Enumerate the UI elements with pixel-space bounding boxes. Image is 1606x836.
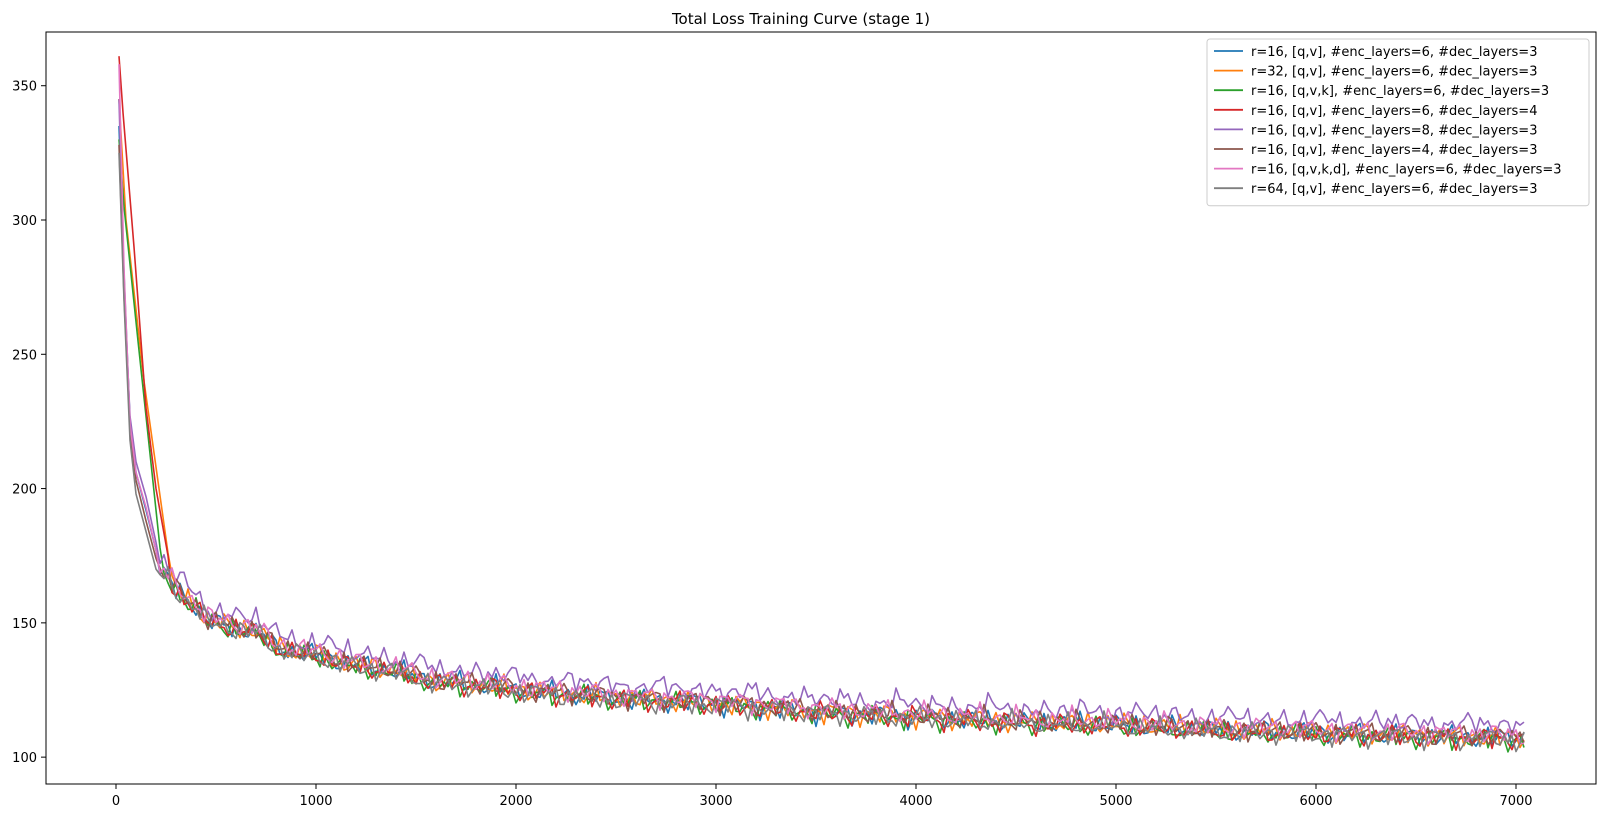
x-tick-label: 7000 [1499,794,1532,809]
legend: r=16, [q,v], #enc_layers=6, #dec_layers=… [1206,38,1590,207]
y-tick-label: 150 [12,617,37,632]
legend-entry: r=64, [q,v], #enc_layers=6, #dec_layers=… [1251,182,1537,197]
series-line [118,152,1525,753]
x-tick-label: 3000 [699,794,732,809]
x-tick-label: 4000 [899,794,932,809]
legend-entry: r=16, [q,v], #enc_layers=4, #dec_layers=… [1251,143,1537,158]
x-tick-label: 6000 [1299,794,1332,809]
x-tick-label: 2000 [499,794,532,809]
legend-entry: r=16, [q,v], #enc_layers=6, #dec_layers=… [1251,104,1537,119]
x-tick-label: 1000 [299,794,332,809]
y-tick-label: 250 [12,348,37,363]
y-tick-label: 300 [12,214,37,229]
plot-frame [45,31,1597,785]
y-axis: 100 150 200 250 300 350 [12,80,46,766]
x-tick-label: 5000 [1099,794,1132,809]
x-tick-label: 0 [112,794,120,809]
legend-entry: r=16, [q,v], #enc_layers=8, #dec_layers=… [1251,123,1537,138]
y-tick-label: 200 [12,483,37,498]
legend-entry: r=16, [q,v,k,d], #enc_layers=6, #dec_lay… [1251,163,1562,178]
legend-entry: r=16, [q,v], #enc_layers=6, #dec_layers=… [1251,45,1537,60]
x-axis: 0 1000 2000 3000 4000 5000 6000 7000 [112,784,1533,809]
legend-box [1206,38,1590,207]
chart-title: Total Loss Training Curve (stage 1) [671,10,930,28]
y-tick-label: 350 [12,80,37,95]
series-line [118,144,1525,747]
legend-entry: r=32, [q,v], #enc_layers=6, #dec_layers=… [1251,65,1537,80]
series-line [118,125,1525,747]
y-tick-label: 100 [12,751,37,766]
legend-entry: r=16, [q,v,k], #enc_layers=6, #dec_layer… [1251,84,1549,99]
series-lines [118,56,1525,753]
series-line [118,64,1525,745]
